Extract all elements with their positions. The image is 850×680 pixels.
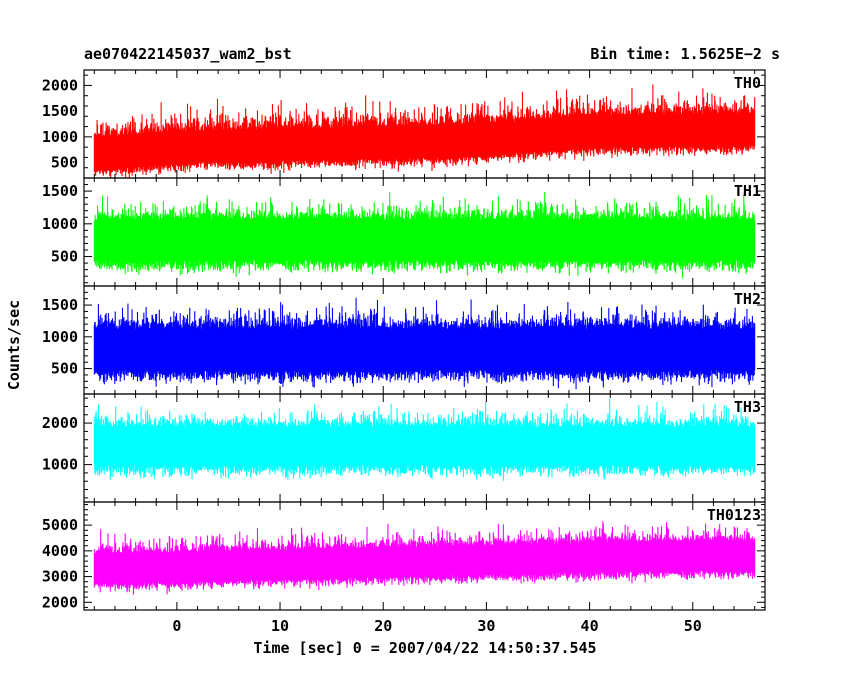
x-tick-label: 0 [172, 617, 181, 635]
series-label-th1: TH1 [734, 182, 761, 200]
y-tick-label: 1500 [42, 102, 78, 120]
x-tick-label: 10 [271, 617, 289, 635]
y-tick-label: 4000 [42, 542, 78, 560]
series-label-th0: TH0 [734, 74, 761, 92]
y-tick-label: 5000 [42, 516, 78, 534]
x-tick-label: 30 [477, 617, 495, 635]
y-tick-label: 2000 [42, 414, 78, 432]
y-tick-label: 1000 [42, 128, 78, 146]
y-tick-label: 1000 [42, 328, 78, 346]
y-tick-label: 1500 [42, 182, 78, 200]
series-th0-trace [93, 84, 756, 178]
y-tick-label: 500 [51, 360, 78, 378]
y-tick-label: 500 [51, 248, 78, 266]
x-tick-label: 20 [374, 617, 392, 635]
series-th2-trace [93, 297, 756, 390]
series-th1-trace [93, 191, 756, 278]
y-tick-label: 2000 [42, 593, 78, 611]
bin-time-label: Bin time: 1.5625E−2 s [590, 45, 780, 63]
y-axis-label: Counts/sec [5, 299, 23, 391]
x-tick-label: 40 [581, 617, 599, 635]
plot-title-left: ae070422145037_wam2_bst [84, 45, 292, 63]
y-tick-label: 500 [51, 154, 78, 172]
y-tick-label: 1000 [42, 456, 78, 474]
y-tick-label: 1000 [42, 215, 78, 233]
series-label-th3: TH3 [734, 398, 761, 416]
x-tick-label: 50 [684, 617, 702, 635]
y-tick-label: 1500 [42, 296, 78, 314]
series-th3-trace [93, 398, 756, 481]
series-th0123-trace [93, 521, 756, 595]
x-axis-label: Time [sec] 0 = 2007/04/22 14:50:37.545 [253, 639, 597, 657]
y-tick-label: 2000 [42, 76, 78, 94]
series-label-th0123: TH0123 [707, 506, 761, 524]
series-label-th2: TH2 [734, 290, 761, 308]
y-tick-label: 3000 [42, 568, 78, 586]
